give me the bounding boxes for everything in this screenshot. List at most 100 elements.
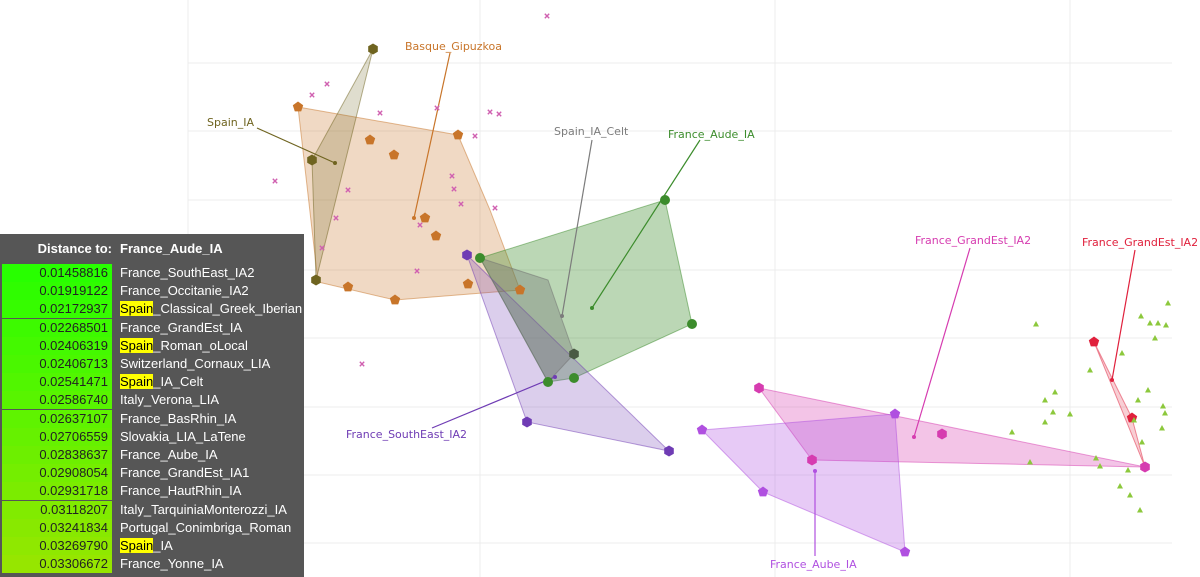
marker-misc-x xyxy=(272,178,278,184)
x-stroke xyxy=(496,111,502,117)
marker-misc-triangle xyxy=(1009,429,1015,435)
distance-row: 0.02268501 France_GrandEst_IA xyxy=(0,318,304,337)
marker-misc-x xyxy=(377,110,383,116)
marker-misc-x xyxy=(319,245,325,251)
population-name-text: France_GrandEst_IA1 xyxy=(120,465,250,481)
marker-misc-triangle xyxy=(1155,320,1161,326)
distance-value: 0.02706559 xyxy=(2,427,112,446)
distance-value: 0.02406319 xyxy=(2,336,112,355)
marker-france-southeast-ia2 xyxy=(522,416,532,428)
marker-misc-x xyxy=(345,187,351,193)
marker-basque-gipuzkoa xyxy=(430,230,442,241)
marker-france-aude-ia xyxy=(569,373,579,383)
x-stroke xyxy=(414,268,420,274)
population-name: Italy_Verona_LIA xyxy=(120,391,219,409)
marker-misc-x xyxy=(451,186,457,192)
x-stroke xyxy=(359,361,365,367)
distance-row: 0.02637107 France_BasRhin_IA xyxy=(0,409,304,428)
highlighted-term: Spain xyxy=(120,337,154,353)
marker-misc-triangle xyxy=(1052,389,1058,395)
marker-spain-ia-celt xyxy=(569,348,579,360)
marker-misc-x xyxy=(472,133,478,139)
marker-misc-triangle xyxy=(1033,321,1039,327)
x-stroke xyxy=(458,201,464,207)
marker-basque-gipuzkoa xyxy=(292,101,304,112)
distance-value: 0.02838637 xyxy=(2,446,112,464)
distance-value: 0.03269790 xyxy=(2,537,112,555)
grid-lines xyxy=(187,0,1172,577)
label-basque-gipuzkoa: Basque_Gipuzkoa xyxy=(405,40,502,53)
label-spain-ia-celt: Spain_IA_Celt xyxy=(554,125,629,138)
marker-basque-gipuzkoa xyxy=(419,212,431,223)
population-name-text: _Classical_Greek_Iberian xyxy=(153,301,303,317)
distance-row: 0.02406713 Switzerland_Cornaux_LIA xyxy=(0,355,304,373)
leader-france-grandest-ia2-red xyxy=(1111,249,1136,381)
marker-france-grandest-ia2-red xyxy=(1088,336,1100,347)
label-france-aude-ia: France_Aude_IA xyxy=(668,128,755,141)
marker-spain-ia xyxy=(307,154,317,166)
hull-france-aube-ia xyxy=(700,413,906,553)
marker-misc-triangle xyxy=(1160,403,1166,409)
distance-row: 0.02931718 France_HautRhin_IA xyxy=(0,482,304,501)
highlighted-term: Spain xyxy=(120,374,154,390)
x-stroke xyxy=(472,133,478,139)
marker-misc-triangle xyxy=(1067,411,1073,417)
marker-france-aube-ia xyxy=(696,424,708,435)
label-spain-ia: Spain_IA xyxy=(207,116,254,129)
x-stroke xyxy=(324,81,330,87)
marker-misc-x xyxy=(417,222,423,228)
x-stroke xyxy=(272,178,278,184)
population-name-text: Italy_TarquiniaMonterozzi_IA xyxy=(120,501,287,517)
distance-to-label: Distance to: xyxy=(37,241,112,256)
label-france-aube-ia: France_Aube_IA xyxy=(770,558,857,571)
leader-spain-ia-celt xyxy=(561,139,593,317)
x-stroke xyxy=(319,245,325,251)
x-stroke xyxy=(434,105,440,111)
label-france-grandest-ia2-red: France_GrandEst_IA2 xyxy=(1082,236,1198,249)
population-name: Spain_Classical_Greek_Iberian xyxy=(120,300,302,318)
marker-france-grandest-ia2-pink xyxy=(1140,461,1150,473)
x-stroke xyxy=(451,186,457,192)
leader-basque-gipuzkoa xyxy=(413,52,451,219)
marker-misc-x xyxy=(309,92,315,98)
highlighted-term: Spain xyxy=(120,538,154,553)
x-stroke xyxy=(333,215,339,221)
population-name: Italy_TarquiniaMonterozzi_IA xyxy=(120,501,287,519)
marker-france-aude-ia xyxy=(660,195,670,205)
marker-misc-triangle xyxy=(1145,387,1151,393)
population-name: France_BasRhin_IA xyxy=(120,410,236,428)
marker-basque-gipuzkoa xyxy=(452,129,464,140)
distance-row: 0.03269790 Spain_IA xyxy=(0,537,304,555)
hull-france-grandest-ia2-pink xyxy=(757,387,1146,468)
x-stroke xyxy=(544,13,550,19)
distance-value: 0.02268501 xyxy=(2,318,112,337)
marker-basque-gipuzkoa xyxy=(462,278,474,289)
marker-spain-ia xyxy=(368,43,378,55)
marker-france-grandest-ia2-pink xyxy=(754,382,764,394)
marker-misc-x xyxy=(434,105,440,111)
marker-misc-triangle xyxy=(1138,313,1144,319)
leader-france-southeast-ia2-anchor-dot xyxy=(553,375,557,379)
distance-panel-header: Distance to: France_Aude_IA xyxy=(0,234,304,264)
distance-row: 0.02586740 Italy_Verona_LIA xyxy=(0,391,304,410)
distance-panel: Distance to: France_Aude_IA 0.01458816 Fr… xyxy=(0,234,304,577)
marker-basque-gipuzkoa xyxy=(364,134,376,145)
distance-row: 0.03241834 Portugal_Conimbriga_Roman xyxy=(0,518,304,537)
marker-misc-x xyxy=(359,361,365,367)
x-stroke xyxy=(487,109,493,115)
population-name-text: France_BasRhin_IA xyxy=(120,410,237,426)
marker-misc-triangle xyxy=(1027,459,1033,465)
marker-basque-gipuzkoa xyxy=(342,281,354,292)
leader-spain-ia xyxy=(256,127,336,164)
distance-value: 0.02406713 xyxy=(2,355,112,373)
marker-misc-triangle xyxy=(1137,507,1143,513)
marker-misc-x xyxy=(324,81,330,87)
distance-value: 0.02172937 xyxy=(2,300,112,319)
population-name-text: _Roman_oLocal xyxy=(153,337,248,353)
marker-france-aube-ia xyxy=(899,546,911,557)
marker-basque-gipuzkoa xyxy=(514,284,526,295)
population-name-text: France_GrandEst_IA xyxy=(120,319,243,335)
distance-row: 0.02172937 Spain_Classical_Greek_Iberian xyxy=(0,300,304,319)
marker-misc-triangle xyxy=(1152,335,1158,341)
marker-france-aude-ia xyxy=(687,319,697,329)
